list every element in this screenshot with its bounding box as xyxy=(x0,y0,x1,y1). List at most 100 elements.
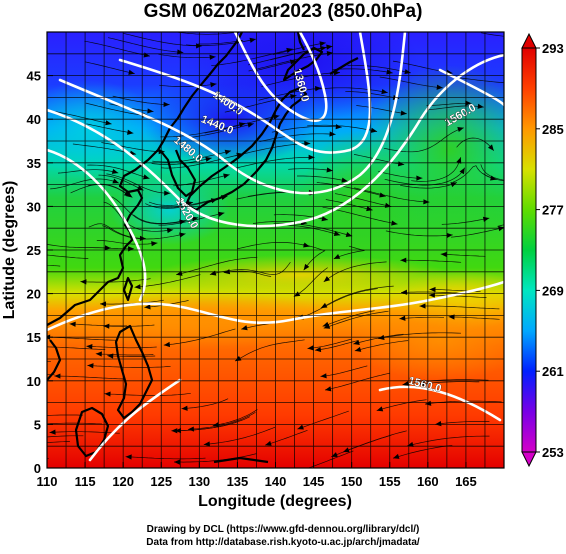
streamline xyxy=(145,198,218,209)
wind-arrow xyxy=(286,47,293,53)
streamline xyxy=(400,291,462,294)
contour-line-4 xyxy=(47,53,504,228)
streamline xyxy=(322,310,375,327)
wind-arrow xyxy=(323,276,331,282)
streamline xyxy=(85,102,149,117)
streamline xyxy=(384,167,466,186)
wind-arrow xyxy=(127,129,134,135)
streamline xyxy=(307,450,354,468)
wind-arrow xyxy=(54,373,61,379)
credit-data-source: Data from http://database.rish.kyoto-u.a… xyxy=(146,537,420,548)
wind-arrow xyxy=(353,339,360,345)
y-tick-label: 20 xyxy=(27,287,41,302)
streamline xyxy=(265,429,308,446)
coast-hokkaido xyxy=(282,46,324,82)
wind-arrow xyxy=(325,386,332,392)
streamline xyxy=(356,105,407,115)
wind-arrow xyxy=(235,355,242,362)
streamline xyxy=(297,410,349,430)
wind-arrow xyxy=(416,175,423,181)
wind-arrow xyxy=(175,427,182,434)
streamline xyxy=(107,355,156,357)
streamline xyxy=(407,435,490,447)
streamline xyxy=(426,105,484,111)
wind-arrow xyxy=(465,100,472,106)
wind-arrow xyxy=(459,167,465,175)
streamline xyxy=(307,124,378,132)
streamline xyxy=(236,242,310,250)
wind-arrow xyxy=(314,86,322,92)
wind-arrow xyxy=(69,321,76,327)
colorbar-scale xyxy=(521,47,537,453)
colorbar-tick-label: 269 xyxy=(542,283,564,298)
wind-arrow xyxy=(86,343,93,350)
wind-streamlines xyxy=(47,32,504,468)
streamline xyxy=(89,247,135,250)
contour-line-3 xyxy=(58,32,407,195)
streamline xyxy=(323,310,389,329)
wind-arrow xyxy=(107,353,114,359)
wind-arrow xyxy=(247,122,254,128)
x-tick-label: 160 xyxy=(417,474,439,489)
wind-arrow xyxy=(249,37,256,43)
coast-kuril xyxy=(329,57,359,75)
streamline xyxy=(55,111,112,125)
wind-arrow xyxy=(404,69,411,75)
streamline xyxy=(158,212,225,226)
streamline xyxy=(252,60,297,72)
streamline xyxy=(103,201,174,232)
streamline xyxy=(86,123,134,134)
contour-line-6 xyxy=(438,68,504,107)
wind-arrow xyxy=(304,141,311,147)
contour-line-1 xyxy=(233,32,328,122)
x-tick-label: 130 xyxy=(188,474,210,489)
streamline xyxy=(111,196,186,225)
map-title: GSM 06Z02Mar2023 (850.0hPa) xyxy=(143,1,423,22)
wind-arrow xyxy=(319,41,326,47)
x-tick-label: 125 xyxy=(150,474,172,489)
wind-arrow xyxy=(343,447,350,453)
wind-arrow xyxy=(381,88,388,95)
wind-arrow xyxy=(326,167,333,173)
wind-arrow xyxy=(307,345,314,351)
streamline xyxy=(104,392,191,396)
wind-arrow xyxy=(436,84,443,90)
streamline xyxy=(418,381,480,385)
streamline xyxy=(428,294,487,298)
wind-arrow xyxy=(125,454,132,460)
x-tick-label: 135 xyxy=(227,474,249,489)
wind-arrow xyxy=(550,173,557,179)
x-tick-label: 155 xyxy=(379,474,401,489)
streamline xyxy=(456,137,495,151)
streamline xyxy=(203,426,276,445)
streamline xyxy=(176,256,258,276)
streamline xyxy=(57,169,119,174)
streamline xyxy=(272,42,326,56)
wind-arrow xyxy=(205,156,212,162)
x-tick-label: 115 xyxy=(75,474,96,489)
wind-arrow xyxy=(335,124,342,130)
contour-line-7 xyxy=(47,280,504,332)
wind-arrow xyxy=(210,82,217,88)
wind-arrow xyxy=(273,114,280,120)
wind-arrow xyxy=(354,346,362,352)
wind-arrow xyxy=(223,173,230,179)
y-tick-label: 15 xyxy=(27,330,41,345)
streamline xyxy=(503,37,504,39)
coast-new-guinea xyxy=(213,456,269,464)
wind-arrow xyxy=(320,302,328,308)
wind-arrow xyxy=(333,254,341,259)
wind-arrow xyxy=(111,168,119,174)
wind-arrow xyxy=(100,301,107,307)
wind-arrow xyxy=(370,127,378,133)
streamline xyxy=(159,83,217,87)
streamline xyxy=(87,365,171,368)
coast-sakhalin xyxy=(296,32,305,51)
wind-arrow xyxy=(379,192,386,198)
wind-arrow xyxy=(418,381,425,387)
streamline xyxy=(325,199,373,211)
streamline xyxy=(158,53,216,59)
wind-arrow xyxy=(164,190,171,196)
wind-arrow xyxy=(104,391,111,397)
streamline xyxy=(47,264,61,267)
